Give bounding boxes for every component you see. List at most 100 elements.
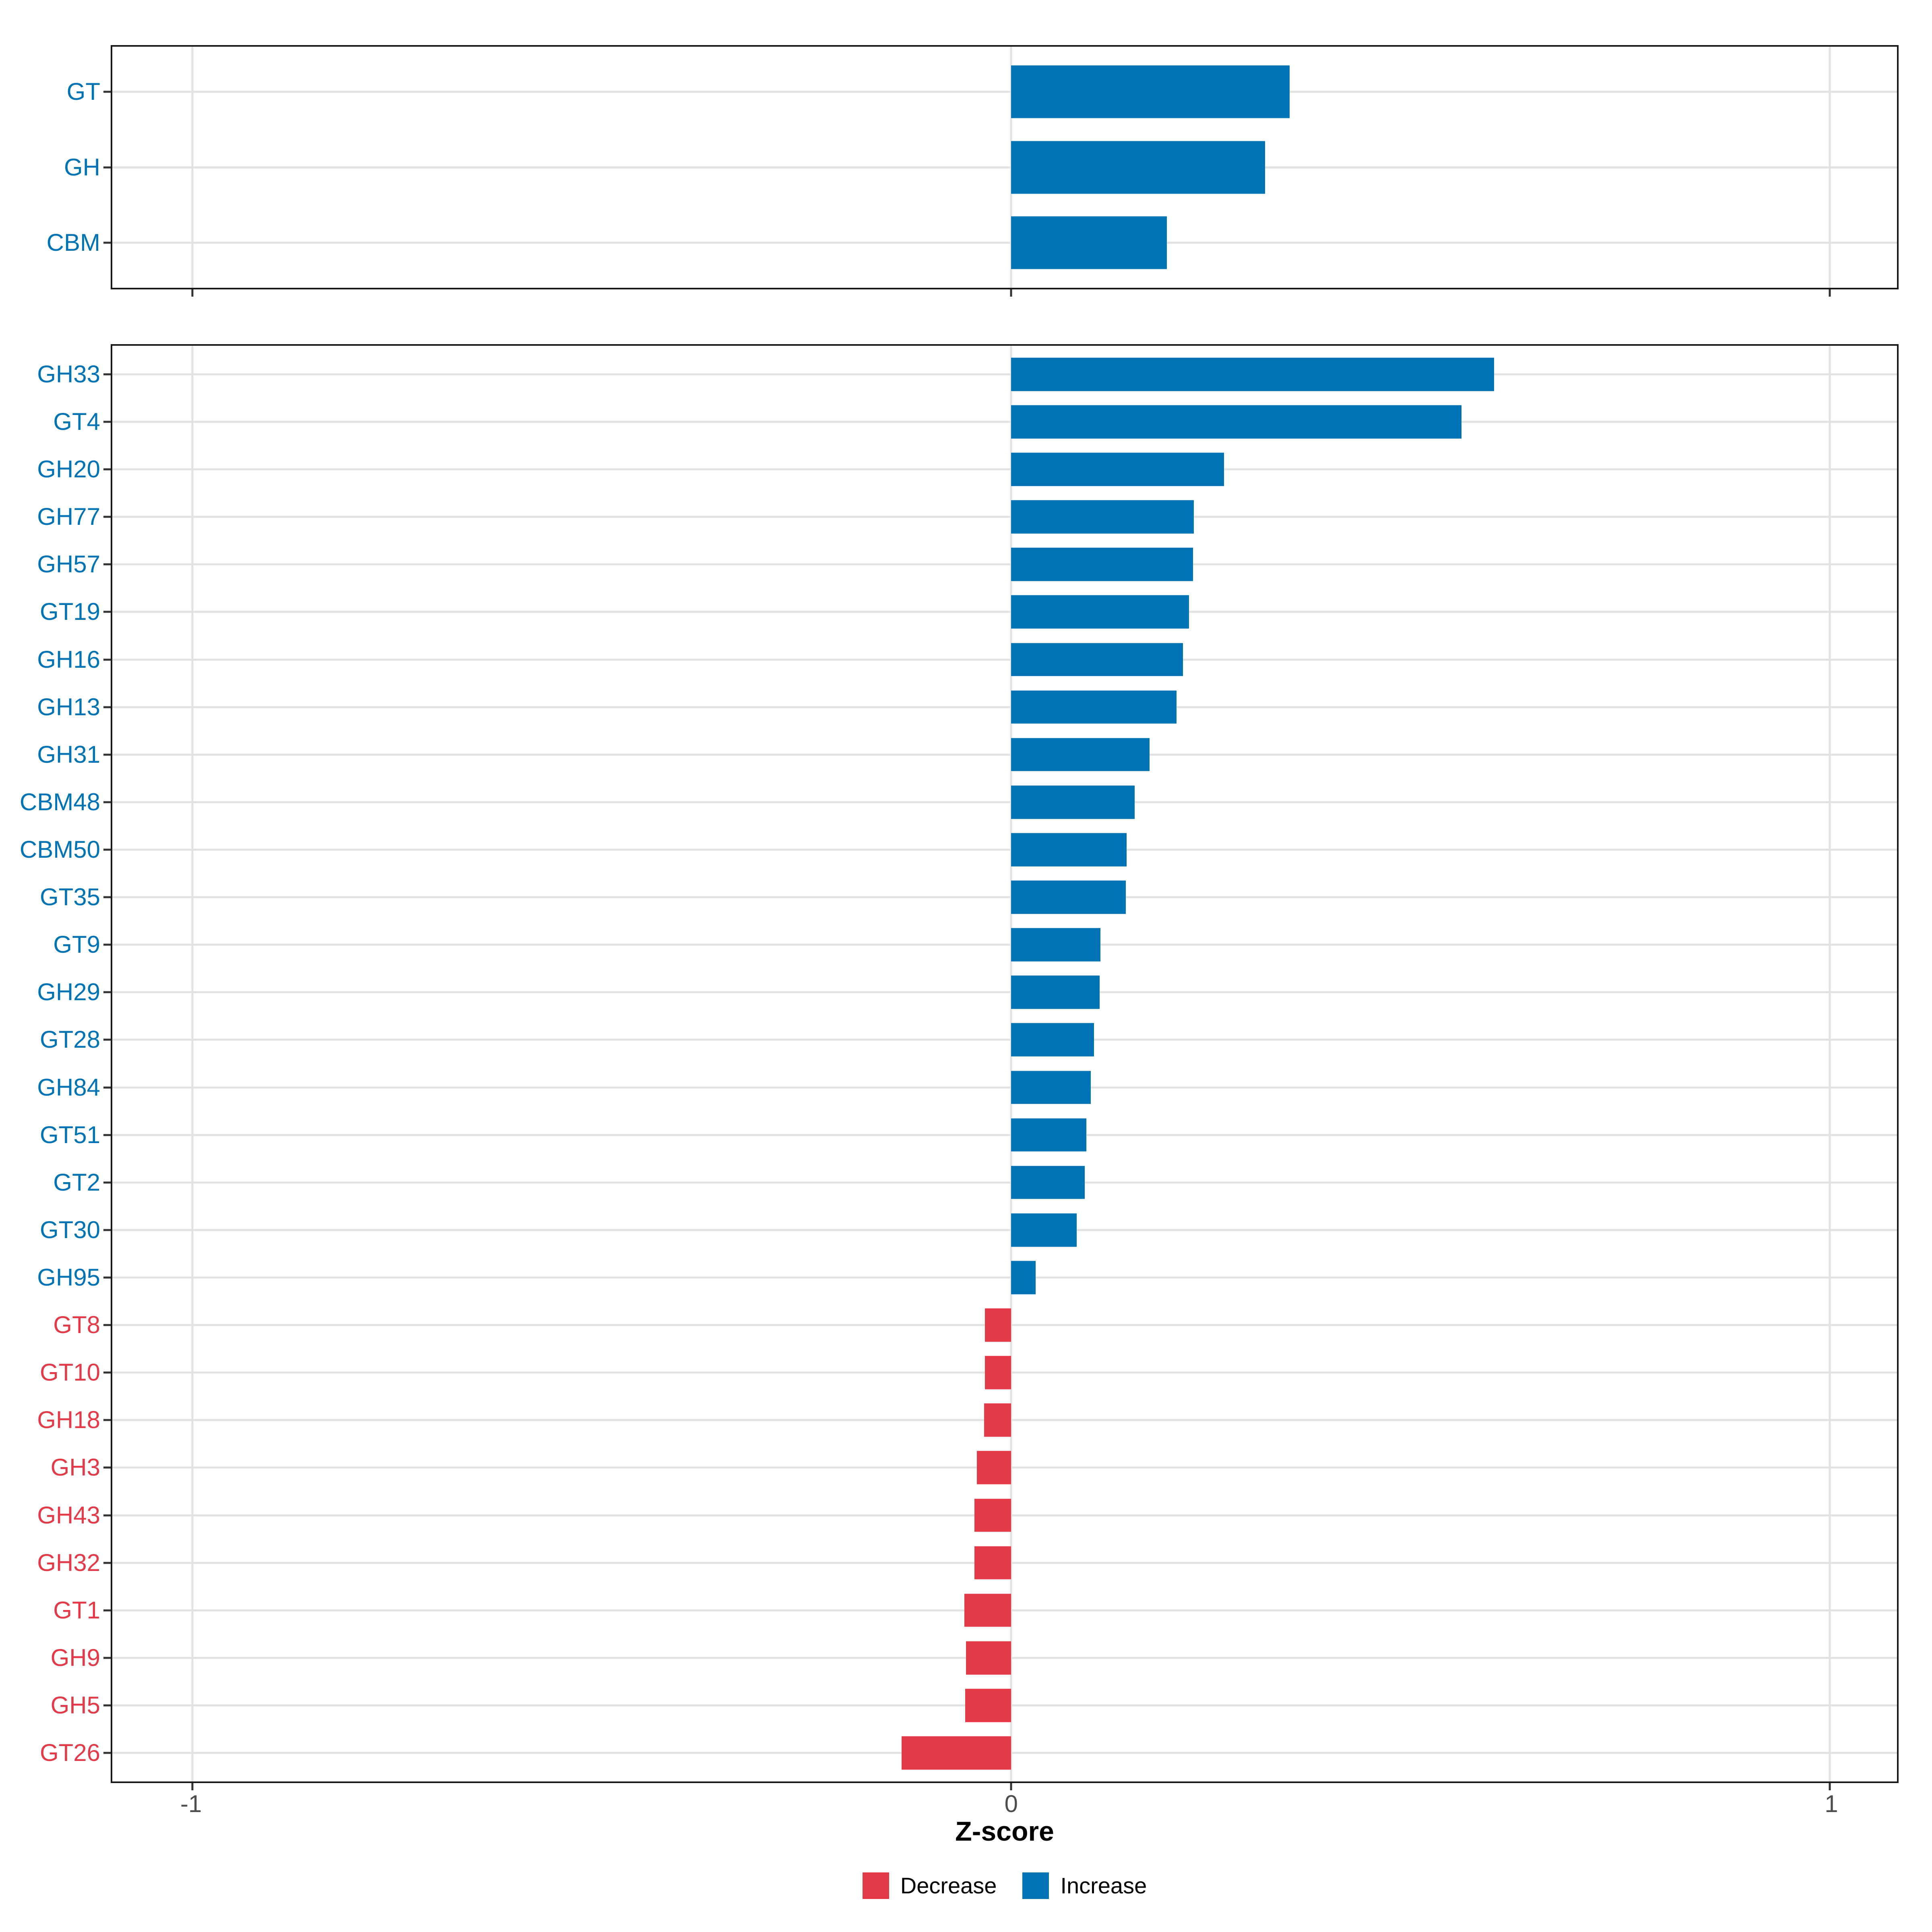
y-axis-tick-mark <box>103 1276 111 1279</box>
x-axis-tick-mark <box>191 1783 194 1790</box>
y-axis-tick-mark <box>103 1466 111 1469</box>
y-axis-tick-mark <box>103 421 111 423</box>
horizontal-gridline <box>112 991 1897 993</box>
horizontal-gridline <box>112 611 1897 613</box>
category-label-GT10: GT10 <box>39 1359 100 1386</box>
category-label-GT: GT <box>66 78 100 105</box>
bar-GT9 <box>1011 928 1100 962</box>
horizontal-gridline <box>112 848 1897 851</box>
y-axis-tick-mark <box>103 1134 111 1136</box>
y-axis-tick-mark <box>103 91 111 93</box>
bar-GH16 <box>1011 643 1183 676</box>
category-label-GH77: GH77 <box>37 503 100 530</box>
category-label-GH84: GH84 <box>37 1073 100 1101</box>
y-axis-tick-mark <box>103 943 111 946</box>
horizontal-gridline <box>112 1038 1897 1041</box>
x-axis-tick-mark <box>1010 1783 1012 1790</box>
y-axis-tick-mark <box>103 1324 111 1326</box>
legend-label-increase: Increase <box>1060 1873 1147 1898</box>
legend: Decrease Increase <box>111 1872 1899 1899</box>
bar-GT <box>1011 65 1290 118</box>
horizontal-gridline <box>112 753 1897 756</box>
bar-GT26 <box>901 1736 1011 1770</box>
bar-GH84 <box>1011 1071 1091 1104</box>
y-axis-tick-mark <box>103 516 111 518</box>
vertical-gridline <box>1010 346 1012 1781</box>
category-label-CBM50: CBM50 <box>19 836 100 863</box>
panel-category-summary: GT GH CBM <box>47 45 1899 297</box>
y-axis-tick-mark <box>103 373 111 376</box>
x-axis-tick-labels: -1 0 1 <box>0 1792 1932 1818</box>
category-label-GT2: GT2 <box>53 1168 100 1196</box>
x-tick-label--1: -1 <box>180 1790 202 1817</box>
bar-GH43 <box>974 1499 1011 1532</box>
legend-label-decrease: Decrease <box>900 1873 997 1898</box>
legend-item-increase: Increase <box>1022 1872 1147 1899</box>
y-axis-tick-mark <box>103 1229 111 1231</box>
bar-GT10 <box>985 1356 1011 1389</box>
y-axis-tick-mark <box>103 1562 111 1564</box>
increase-swatch-icon <box>1022 1872 1049 1899</box>
panel-cazyme-families: GH33 GT4 GH20 GH77 GH57 GT19 GH16 GH13 GH31 CBM48… <box>20 344 1899 1790</box>
category-label-GH13: GH13 <box>37 693 100 720</box>
category-label-GT8: GT8 <box>53 1311 100 1339</box>
category-label-GH20: GH20 <box>37 456 100 483</box>
horizontal-gridline <box>112 563 1897 566</box>
y-axis-tick-mark <box>103 1752 111 1754</box>
category-label-GT51: GT51 <box>39 1121 100 1148</box>
bar-GT30 <box>1011 1213 1077 1247</box>
y-axis-tick-mark <box>103 1038 111 1041</box>
horizontal-gridline <box>112 373 1897 376</box>
category-label-GH3: GH3 <box>50 1454 100 1481</box>
y-axis-tick-mark <box>103 801 111 803</box>
horizontal-gridline <box>112 658 1897 661</box>
category-label-GT35: GT35 <box>39 883 100 911</box>
bar-GT8 <box>985 1308 1011 1342</box>
bar-GH32 <box>974 1546 1011 1580</box>
vertical-gridline <box>1829 346 1831 1781</box>
category-label-GT30: GT30 <box>39 1216 100 1243</box>
horizontal-gridline <box>112 421 1897 423</box>
category-label-GT28: GT28 <box>39 1026 100 1053</box>
bar-GT35 <box>1011 880 1126 914</box>
bar-GH <box>1011 140 1265 194</box>
category-label-GH57: GH57 <box>37 551 100 578</box>
x-axis-tick-mark <box>1010 289 1012 297</box>
category-label-GH32: GH32 <box>37 1549 100 1576</box>
y-axis-tick-mark <box>103 242 111 244</box>
category-label-GT9: GT9 <box>53 931 100 958</box>
horizontal-gridline <box>112 706 1897 708</box>
category-label-GH33: GH33 <box>37 360 100 388</box>
x-axis-tick-mark <box>191 289 194 297</box>
horizontal-gridline <box>112 166 1897 168</box>
category-label-GT19: GT19 <box>39 598 100 625</box>
y-axis-tick-mark <box>103 1086 111 1089</box>
category-label-GH9: GH9 <box>50 1644 100 1671</box>
bar-GH5 <box>965 1688 1011 1722</box>
bar-GH3 <box>976 1451 1011 1484</box>
y-axis-tick-mark <box>103 1704 111 1707</box>
y-axis-tick-mark <box>103 706 111 708</box>
horizontal-gridline <box>112 1086 1897 1089</box>
category-label-GH: GH <box>64 153 100 181</box>
x-axis-tick-mark <box>1829 289 1831 297</box>
legend-item-decrease: Decrease <box>862 1872 997 1899</box>
bar-GT1 <box>964 1593 1011 1627</box>
y-axis-tick-mark <box>103 991 111 993</box>
bar-CBM48 <box>1011 785 1135 819</box>
y-axis-tick-mark <box>103 753 111 756</box>
bar-GH31 <box>1011 738 1150 772</box>
bar-GH33 <box>1011 357 1494 391</box>
x-axis-tick-mark <box>1829 1783 1831 1790</box>
horizontal-gridline <box>112 242 1897 244</box>
horizontal-gridline <box>112 516 1897 518</box>
y-axis-tick-mark <box>103 563 111 566</box>
y-axis-tick-mark <box>103 658 111 661</box>
bar-GH20 <box>1011 452 1224 486</box>
y-axis-tick-mark <box>103 611 111 613</box>
bar-GT51 <box>1011 1118 1087 1152</box>
x-tick-label-1: 1 <box>1825 1790 1838 1817</box>
horizontal-gridline <box>112 1229 1897 1231</box>
category-label-GH18: GH18 <box>37 1406 100 1434</box>
